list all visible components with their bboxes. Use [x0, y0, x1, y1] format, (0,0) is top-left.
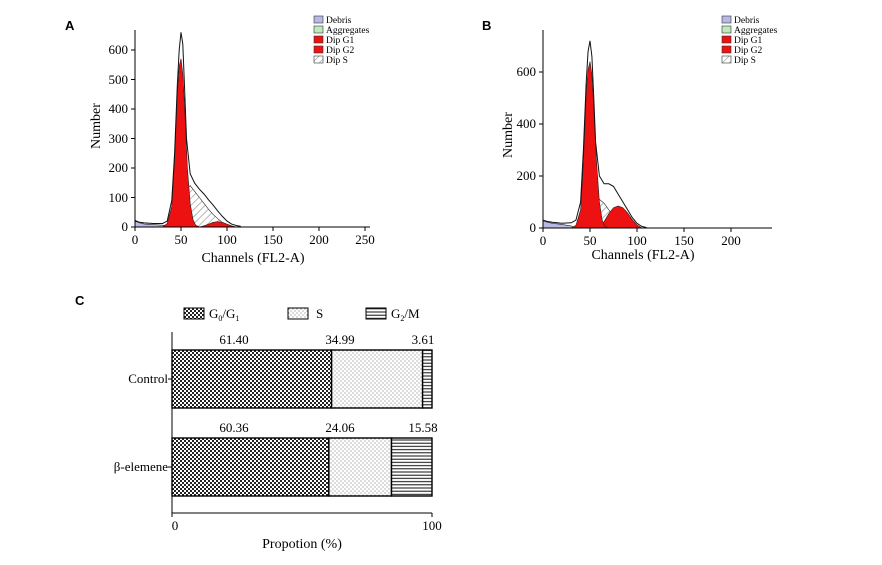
- b-ytick-600: 600: [517, 64, 537, 79]
- b-legend-aggregates: Aggregates: [734, 26, 778, 36]
- a-ytick-400: 400: [109, 101, 129, 116]
- a-x-ticks: 0 50 100 150 200 250: [132, 227, 375, 247]
- b-legend-dip-g1: Dip G1: [734, 36, 762, 46]
- a-legend-dip-g1: Dip G1: [326, 36, 354, 46]
- c-legend-swatch-s: [287, 307, 309, 320]
- a-legend-dip-s: Dip S: [326, 56, 348, 66]
- a-ytick-300: 300: [109, 131, 129, 146]
- panel-a-label: A: [65, 18, 75, 33]
- a-dip-g2-path: [199, 221, 237, 228]
- a-legend-aggregates: Aggregates: [326, 26, 370, 36]
- c-label-control-g2m: 3.61: [412, 332, 435, 347]
- b-y-ticks: 0 200 400 600: [517, 64, 543, 235]
- a-envelope-line: [134, 32, 241, 227]
- b-dip-g1-area: [571, 61, 609, 229]
- panel-b-label: B: [482, 18, 491, 33]
- c-legend: G0/G1 S G2/M: [183, 306, 420, 323]
- c-xtick-100: 100: [422, 518, 442, 533]
- c-bar-control-g2m: [421, 349, 433, 409]
- b-envelope-line: [542, 40, 647, 228]
- a-xtick-150: 150: [263, 232, 283, 247]
- a-ytick-0: 0: [122, 219, 129, 234]
- a-xtick-100: 100: [217, 232, 237, 247]
- b-legend-dip-s: Dip S: [734, 56, 756, 66]
- b-dip-g2-path: [598, 205, 643, 229]
- a-y-axis-title: Number: [89, 103, 104, 149]
- b-dip-g2-area: [598, 205, 643, 229]
- panel-c: C G0/G1 S G2/M 61.40 34.99 3.61 Control 60.3…: [75, 293, 442, 552]
- a-ytick-500: 500: [109, 72, 129, 87]
- c-legend-s: S: [316, 306, 323, 321]
- c-bar-control-g0g1: [171, 349, 333, 409]
- a-legend-dip-g2: Dip G2: [326, 46, 354, 56]
- b-legend-debris: Debris: [734, 16, 760, 26]
- a-xtick-50: 50: [175, 232, 188, 247]
- a-xtick-200: 200: [309, 232, 329, 247]
- panel-c-label: C: [75, 293, 85, 308]
- b-x-ticks: 0 50 100 150 200: [540, 228, 741, 248]
- c-label-control-g0g1: 61.40: [219, 332, 248, 347]
- b-legend: Debris Aggregates Dip G1 Dip G2 Dip S: [721, 15, 778, 66]
- b-legend-dip-g2: Dip G2: [734, 46, 762, 56]
- a-x-axis-title: Channels (FL2-A): [201, 251, 304, 266]
- a-legend: Debris Aggregates Dip G1 Dip G2 Dip S: [313, 15, 370, 66]
- b-dip-g1-path: [571, 61, 609, 229]
- panel-b: B 0 50 100 150 200 0 200 400 600 Channel…: [482, 15, 778, 263]
- b-xtick-200: 200: [721, 233, 741, 248]
- b-y-axis-title: Number: [501, 112, 516, 158]
- b-ytick-0: 0: [530, 220, 537, 235]
- c-bars: 61.40 34.99 3.61 Control 60.36 24.06 15.58 β-el…: [114, 332, 438, 497]
- a-xtick-0: 0: [132, 232, 139, 247]
- a-dip-g2-area: [199, 221, 237, 228]
- a-ytick-100: 100: [109, 190, 129, 205]
- b-xtick-0: 0: [540, 233, 547, 248]
- c-label-elemene-s: 24.06: [325, 420, 355, 435]
- b-xtick-100: 100: [627, 233, 647, 248]
- c-xtick-0: 0: [172, 518, 179, 533]
- b-xtick-150: 150: [674, 233, 694, 248]
- b-x-axis-title: Channels (FL2-A): [591, 248, 694, 263]
- c-x-axis-title: Propotion (%): [262, 537, 342, 552]
- a-envelope-path: [134, 32, 241, 227]
- a-ytick-200: 200: [109, 160, 129, 175]
- a-legend-debris: Debris: [326, 16, 352, 26]
- c-bar-elemene-g2m: [390, 437, 433, 497]
- c-category-elemene: β-elemene: [114, 459, 168, 474]
- b-ytick-200: 200: [517, 168, 537, 183]
- b-envelope-path: [542, 40, 647, 228]
- c-bar-control-s: [330, 349, 424, 409]
- c-legend-g2m: G2/M: [391, 306, 420, 323]
- c-legend-g0g1: G0/G1: [209, 306, 239, 323]
- c-bar-elemene-g0g1: [171, 437, 330, 497]
- panel-a: A 0 50 100 150 200 250 0 100 200 300 400…: [65, 15, 375, 266]
- c-label-elemene-g2m: 15.58: [408, 420, 437, 435]
- c-bar-elemene-s: [328, 437, 393, 497]
- c-label-elemene-g0g1: 60.36: [219, 420, 249, 435]
- b-xtick-50: 50: [584, 233, 597, 248]
- b-ytick-400: 400: [517, 116, 537, 131]
- c-category-control: Control: [128, 371, 168, 386]
- c-label-control-s: 34.99: [325, 332, 354, 347]
- c-legend-swatch-g2m: [365, 307, 387, 320]
- a-xtick-250: 250: [355, 232, 375, 247]
- a-ytick-600: 600: [109, 42, 129, 57]
- a-y-ticks: 0 100 200 300 400 500 600: [109, 42, 135, 234]
- c-legend-swatch-g0g1: [183, 307, 205, 320]
